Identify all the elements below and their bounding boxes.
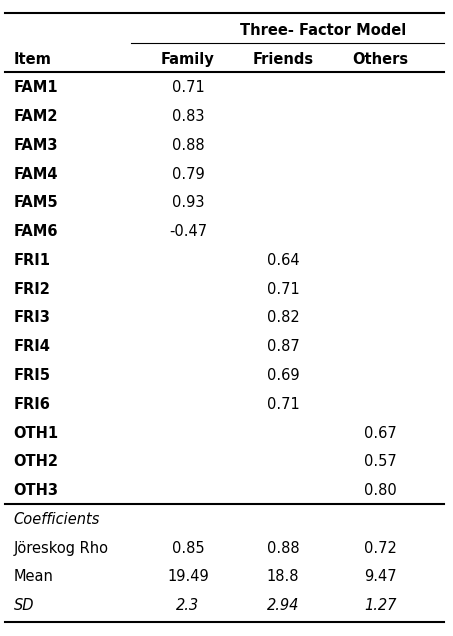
Text: Item: Item xyxy=(14,52,52,67)
Text: Three- Factor Model: Three- Factor Model xyxy=(240,23,406,38)
Text: 2.94: 2.94 xyxy=(267,598,299,613)
Text: FAM4: FAM4 xyxy=(14,167,58,182)
Text: FRI6: FRI6 xyxy=(14,397,50,412)
Text: 0.83: 0.83 xyxy=(172,109,204,124)
Text: 0.88: 0.88 xyxy=(172,138,204,153)
Text: 18.8: 18.8 xyxy=(267,569,299,584)
Text: 2.3: 2.3 xyxy=(176,598,200,613)
Text: 0.57: 0.57 xyxy=(364,454,397,469)
Text: 0.71: 0.71 xyxy=(172,80,204,95)
Text: FAM6: FAM6 xyxy=(14,224,58,239)
Text: 1.27: 1.27 xyxy=(364,598,397,613)
Text: Coefficients: Coefficients xyxy=(14,512,100,527)
Text: FRI4: FRI4 xyxy=(14,339,50,354)
Text: 0.82: 0.82 xyxy=(267,310,299,326)
Text: 0.69: 0.69 xyxy=(267,368,299,383)
Text: 0.88: 0.88 xyxy=(267,541,299,556)
Text: FAM3: FAM3 xyxy=(14,138,58,153)
Text: OTH3: OTH3 xyxy=(14,483,58,498)
Text: OTH2: OTH2 xyxy=(14,454,58,469)
Text: OTH1: OTH1 xyxy=(14,425,59,441)
Text: 0.80: 0.80 xyxy=(364,483,397,498)
Text: 19.49: 19.49 xyxy=(167,569,209,584)
Text: -0.47: -0.47 xyxy=(169,224,207,239)
Text: Friends: Friends xyxy=(253,52,313,67)
Text: FRI3: FRI3 xyxy=(14,310,50,326)
Text: 0.64: 0.64 xyxy=(267,253,299,268)
Text: FRI5: FRI5 xyxy=(14,368,51,383)
Text: Mean: Mean xyxy=(14,569,53,584)
Text: SD: SD xyxy=(14,598,34,613)
Text: 0.71: 0.71 xyxy=(267,397,299,412)
Text: FAM2: FAM2 xyxy=(14,109,58,124)
Text: FAM1: FAM1 xyxy=(14,80,58,95)
Text: FRI2: FRI2 xyxy=(14,282,50,297)
Text: 0.87: 0.87 xyxy=(267,339,299,354)
Text: 0.72: 0.72 xyxy=(364,541,397,556)
Text: 0.67: 0.67 xyxy=(364,425,397,441)
Text: 0.71: 0.71 xyxy=(267,282,299,297)
Text: Jöreskog Rho: Jöreskog Rho xyxy=(14,541,109,556)
Text: 0.93: 0.93 xyxy=(172,195,204,211)
Text: FAM5: FAM5 xyxy=(14,195,58,211)
Text: 0.79: 0.79 xyxy=(172,167,204,182)
Text: 0.85: 0.85 xyxy=(172,541,204,556)
Text: 9.47: 9.47 xyxy=(364,569,397,584)
Text: Family: Family xyxy=(161,52,215,67)
Text: Others: Others xyxy=(352,52,409,67)
Text: FRI1: FRI1 xyxy=(14,253,51,268)
